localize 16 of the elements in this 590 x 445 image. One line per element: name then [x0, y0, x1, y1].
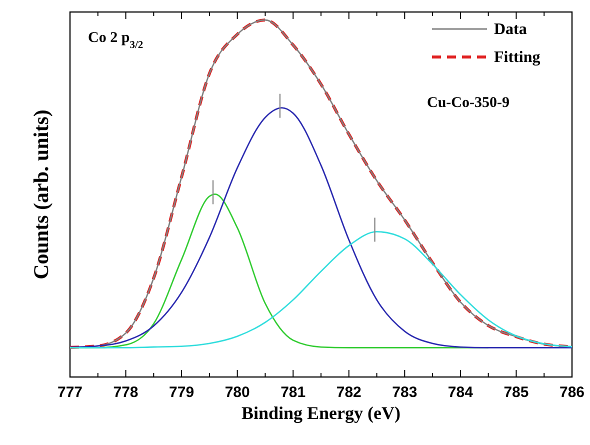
annotation: Cu-Co-350-9: [427, 95, 510, 111]
x-tick-label: 783: [392, 384, 418, 401]
y-axis-title: Counts (arb. units): [29, 110, 53, 280]
x-tick-label: 780: [224, 384, 250, 401]
x-tick-label: 785: [504, 384, 529, 401]
x-tick-label: 781: [280, 384, 306, 401]
legend-label: Data: [494, 21, 527, 38]
x-axis-title: Binding Energy (eV): [241, 403, 401, 423]
x-tick-label: 782: [336, 384, 362, 401]
x-tick-label: 786: [559, 384, 585, 401]
x-tick-label: 779: [169, 384, 194, 401]
x-tick-label: 784: [448, 384, 474, 401]
x-tick-label: 778: [113, 384, 138, 401]
legend-label: Fitting: [494, 49, 540, 66]
annotation: Co 2 p$_{3/2}$: [88, 30, 144, 50]
x-tick-label: 777: [57, 384, 83, 401]
